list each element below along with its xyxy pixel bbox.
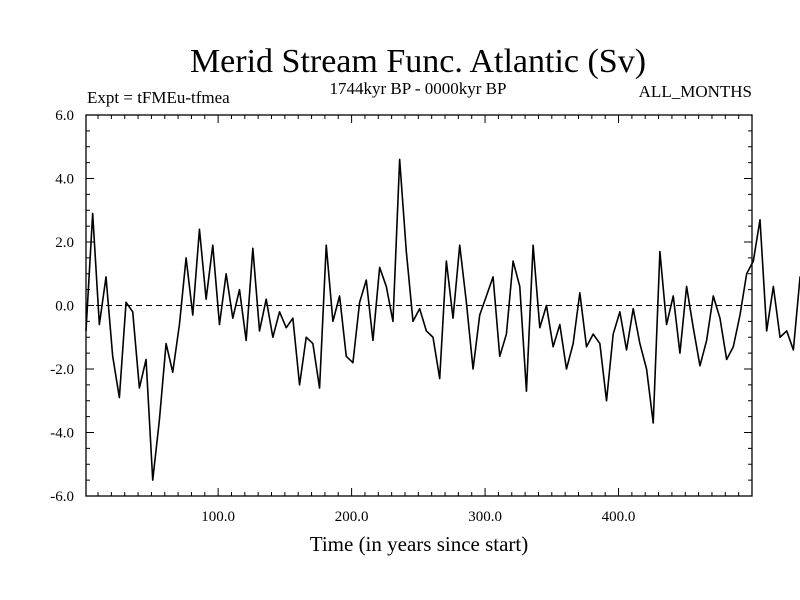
- y-tick-label: -6.0: [50, 489, 74, 505]
- chart-subtitle-center: 1744kyr BP - 0000kyr BP: [330, 79, 507, 98]
- y-tick-label: -2.0: [50, 362, 74, 378]
- x-tick-label: 200.0: [335, 509, 369, 525]
- chart-subtitle-right: ALL_MONTHS: [639, 82, 752, 101]
- x-tick-label: 400.0: [602, 509, 636, 525]
- y-tick-label: 6.0: [55, 108, 74, 124]
- x-tick-label: 300.0: [468, 509, 502, 525]
- y-tick-label: 2.0: [55, 235, 74, 251]
- series-line: [85, 158, 800, 481]
- y-tick-label: 0.0: [55, 299, 74, 315]
- chart-title: Merid Stream Func. Atlantic (Sv): [190, 43, 646, 80]
- y-axis-ticks: 6.0 4.0 2.0 0.0 -2.0 -4.0 -6.0: [50, 108, 752, 505]
- x-axis-label: Time (in years since start): [310, 532, 529, 556]
- x-axis-ticks: 100.0 200.0 300.0 400.0: [97, 115, 753, 525]
- plot-frame: [85, 114, 753, 497]
- chart-subtitle-left: Expt = tFMEu-tfmea: [87, 88, 230, 107]
- y-tick-label: 4.0: [55, 172, 74, 188]
- y-tick-label: -4.0: [50, 426, 74, 442]
- x-tick-label: 100.0: [201, 509, 235, 525]
